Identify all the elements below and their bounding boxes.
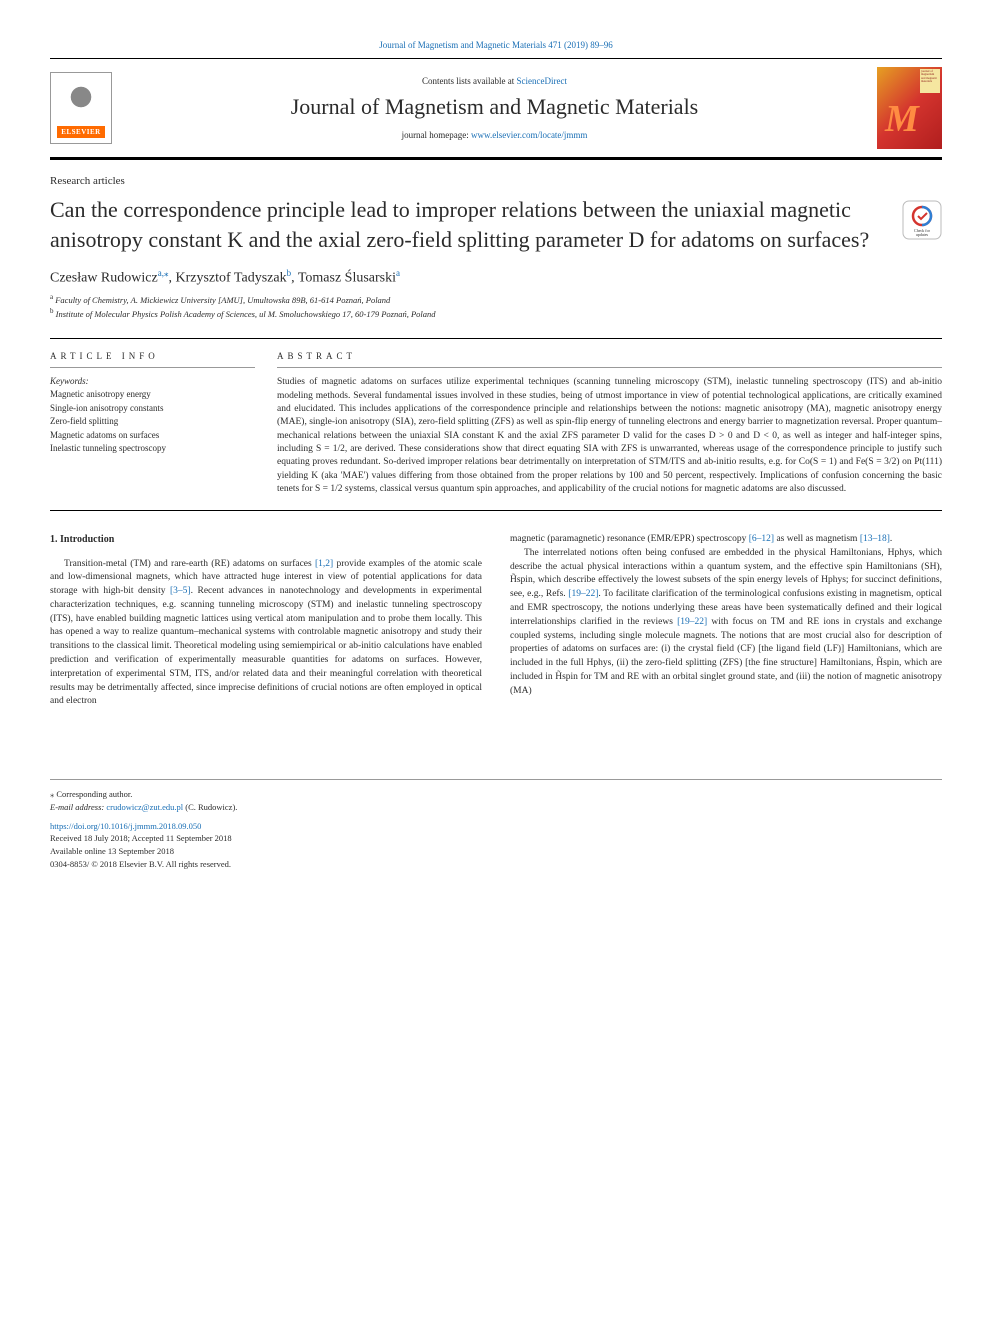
elsevier-tree-icon [61, 79, 101, 124]
contents-prefix: Contents lists available at [422, 76, 516, 86]
keyword-item: Inelastic tunneling spectroscopy [50, 442, 255, 456]
email-label: E-mail address: [50, 802, 106, 812]
ref-link-6-12[interactable]: [6–12] [749, 534, 774, 544]
sciencedirect-link[interactable]: ScienceDirect [517, 76, 567, 86]
body-col-left: 1. Introduction Transition-metal (TM) an… [50, 533, 482, 709]
abstract-text: Studies of magnetic adatoms on surfaces … [277, 376, 942, 496]
check-updates-badge-icon[interactable]: Check for updates [902, 200, 942, 240]
article-title: Can the correspondence principle lead to… [50, 195, 887, 254]
keywords-label: Keywords: [50, 376, 255, 386]
cover-m-letter: M [885, 97, 919, 141]
journal-name: Journal of Magnetism and Magnetic Materi… [127, 94, 862, 120]
keyword-item: Magnetic adatoms on surfaces [50, 429, 255, 443]
c2p2-c: with focus on TM and RE ions in crystals… [510, 617, 942, 696]
ref-link-19-22b[interactable]: [19–22] [677, 617, 707, 627]
author-3[interactable]: Tomasz Ślusarski [298, 271, 396, 286]
ref-link-19-22a[interactable]: [19–22] [568, 589, 598, 599]
homepage-prefix: journal homepage: [402, 130, 471, 140]
affiliation-a-text: Faculty of Chemistry, A. Mickiewicz Univ… [55, 295, 390, 305]
journal-homepage-line: journal homepage: www.elsevier.com/locat… [127, 130, 862, 140]
email-line: E-mail address: crudowicz@zut.edu.pl (C.… [50, 801, 942, 814]
c2p1-c: . [890, 534, 892, 544]
elsevier-label: ELSEVIER [57, 126, 104, 138]
homepage-link[interactable]: www.elsevier.com/locate/jmmm [471, 130, 587, 140]
affiliation-b: b Institute of Molecular Physics Polish … [50, 307, 942, 321]
footer-block: ⁎ Corresponding author. E-mail address: … [50, 779, 942, 871]
p1-text-a: Transition-metal (TM) and rare-earth (RE… [64, 559, 315, 569]
elsevier-logo[interactable]: ELSEVIER [50, 72, 112, 144]
author-2[interactable]: Krzysztof Tadyszak [175, 271, 286, 286]
available-line: Available online 13 September 2018 [50, 845, 942, 858]
header-center: Contents lists available at ScienceDirec… [127, 76, 862, 140]
intro-paragraph-1: Transition-metal (TM) and rare-earth (RE… [50, 558, 482, 709]
keyword-item: Magnetic anisotropy energy [50, 388, 255, 402]
c2p1-b: as well as magnetism [774, 534, 860, 544]
affiliation-b-text: Institute of Molecular Physics Polish Ac… [56, 309, 436, 319]
p1-text-c: . Recent advances in nanotechnology and … [50, 586, 482, 706]
body-col-right: magnetic (paramagnetic) resonance (EMR/E… [510, 533, 942, 709]
journal-cover-thumbnail[interactable]: journal of magnetism and magnetic materi… [877, 67, 942, 149]
author-3-aff[interactable]: a [396, 268, 400, 278]
journal-header: ELSEVIER Contents lists available at Sci… [50, 58, 942, 160]
article-type: Research articles [50, 175, 942, 187]
ref-link-13-18[interactable]: [13–18] [860, 534, 890, 544]
body-columns: 1. Introduction Transition-metal (TM) an… [50, 533, 942, 709]
received-line: Received 18 July 2018; Accepted 11 Septe… [50, 832, 942, 845]
c2p1-a: magnetic (paramagnetic) resonance (EMR/E… [510, 534, 749, 544]
abstract-col: ABSTRACT Studies of magnetic adatoms on … [277, 351, 942, 496]
cover-label: journal of magnetism and magnetic materi… [920, 69, 940, 93]
ref-link-1-2[interactable]: [1,2] [315, 559, 333, 569]
keyword-item: Single-ion anisotropy constants [50, 402, 255, 416]
doi-link[interactable]: https://doi.org/10.1016/j.jmmm.2018.09.0… [50, 821, 201, 831]
email-name: (C. Rudowicz). [183, 802, 237, 812]
doi-line: https://doi.org/10.1016/j.jmmm.2018.09.0… [50, 820, 942, 833]
col2-paragraph-2: The interrelated notions often being con… [510, 547, 942, 698]
svg-text:updates: updates [916, 232, 929, 237]
copyright-line: 0304-8853/ © 2018 Elsevier B.V. All righ… [50, 858, 942, 871]
author-1[interactable]: Czesław Rudowicz [50, 271, 158, 286]
email-link[interactable]: crudowicz@zut.edu.pl [106, 802, 183, 812]
affiliations: a Faculty of Chemistry, A. Mickiewicz Un… [50, 293, 942, 320]
col2-paragraph-1: magnetic (paramagnetic) resonance (EMR/E… [510, 533, 942, 547]
author-1-corr[interactable]: ⁎ [164, 268, 169, 278]
affiliation-a: a Faculty of Chemistry, A. Mickiewicz Un… [50, 293, 942, 307]
article-info-heading: ARTICLE INFO [50, 351, 255, 368]
corresponding-author: ⁎ Corresponding author. [50, 788, 942, 801]
title-row: Can the correspondence principle lead to… [50, 195, 942, 254]
abstract-heading: ABSTRACT [277, 351, 942, 368]
top-citation[interactable]: Journal of Magnetism and Magnetic Materi… [50, 40, 942, 50]
section-heading-intro: 1. Introduction [50, 533, 482, 548]
authors-line: Czesław Rudowicza,⁎, Krzysztof Tadyszakb… [50, 268, 942, 287]
info-abstract-row: ARTICLE INFO Keywords: Magnetic anisotro… [50, 338, 942, 511]
keyword-item: Zero-field splitting [50, 415, 255, 429]
article-info-col: ARTICLE INFO Keywords: Magnetic anisotro… [50, 351, 277, 496]
ref-link-3-5[interactable]: [3–5] [170, 586, 191, 596]
contents-line: Contents lists available at ScienceDirec… [127, 76, 862, 86]
author-2-aff[interactable]: b [287, 268, 292, 278]
